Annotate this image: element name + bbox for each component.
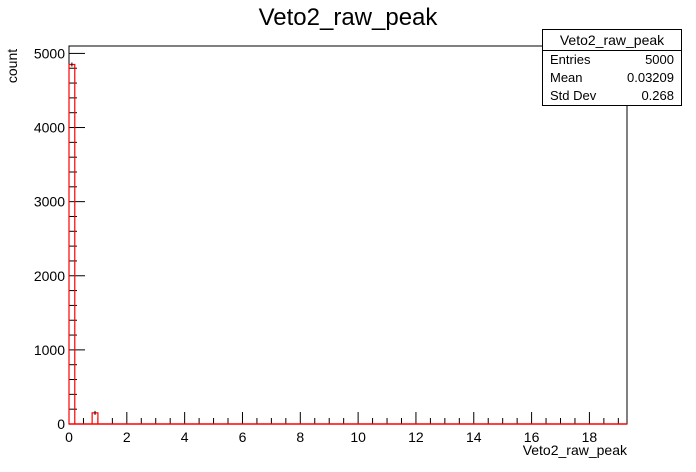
x-tick-label: 6: [239, 429, 247, 445]
stats-value: 5000: [645, 52, 674, 67]
y-axis-label: count: [4, 49, 20, 83]
stats-row-stddev: Std Dev 0.268: [543, 87, 681, 105]
y-tick-label: 2000: [34, 268, 65, 284]
stats-box: Veto2_raw_peak Entries 5000 Mean 0.03209…: [542, 29, 682, 106]
x-tick-label: 4: [181, 429, 189, 445]
stats-value: 0.268: [641, 88, 674, 103]
x-tick-label: 18: [582, 429, 598, 445]
y-tick-label: 0: [57, 416, 65, 432]
x-axis-label: Veto2_raw_peak: [523, 442, 628, 458]
x-tick-label: 10: [350, 429, 366, 445]
x-tick-label: 16: [524, 429, 540, 445]
x-tick-label: 12: [408, 429, 424, 445]
stats-row-mean: Mean 0.03209: [543, 69, 681, 87]
stats-label: Mean: [550, 70, 583, 85]
stats-label: Entries: [550, 52, 591, 67]
x-tick-label: 0: [65, 429, 73, 445]
y-tick-label: 5000: [34, 45, 65, 61]
x-tick-label: 14: [466, 429, 482, 445]
x-tick-label: 8: [296, 429, 304, 445]
y-tick-label: 3000: [34, 194, 65, 210]
y-tick-label: 1000: [34, 342, 65, 358]
chart-title: Veto2_raw_peak: [259, 4, 439, 31]
histogram-bar: [68, 63, 76, 424]
stats-title: Veto2_raw_peak: [543, 30, 681, 51]
stats-label: Std Dev: [550, 88, 597, 103]
stats-row-entries: Entries 5000: [543, 51, 681, 69]
x-tick-label: 2: [123, 429, 131, 445]
stats-value: 0.03209: [627, 70, 674, 85]
y-tick-label: 4000: [34, 120, 65, 136]
